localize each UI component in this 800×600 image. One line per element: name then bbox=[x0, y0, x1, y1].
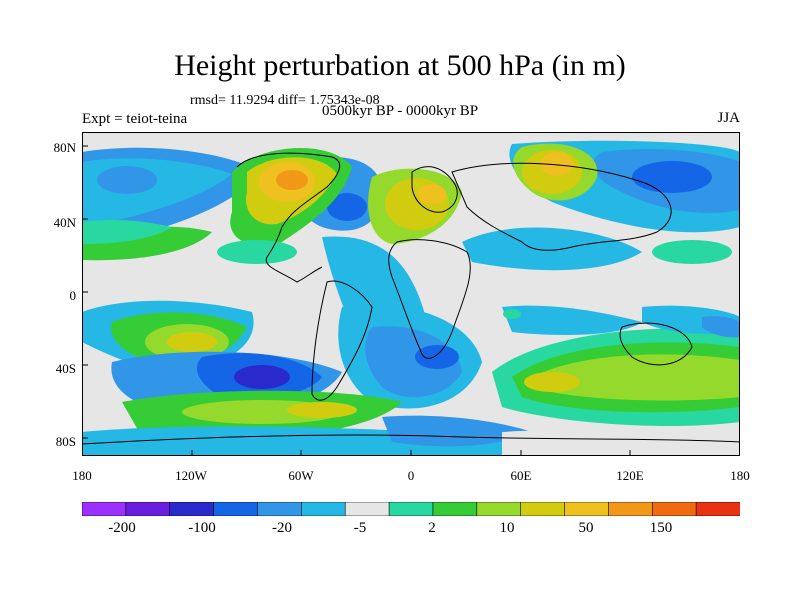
map-panel bbox=[82, 132, 740, 456]
contour-region bbox=[365, 326, 462, 398]
contour-region bbox=[702, 316, 740, 338]
antarctica-coast bbox=[82, 434, 740, 445]
contour-region bbox=[502, 429, 740, 456]
colorbar-swatch bbox=[695, 501, 741, 517]
contour-region bbox=[462, 227, 642, 271]
map-title: Height perturbation at 500 hPa (in m) bbox=[174, 49, 626, 82]
y-tick-label: 80N bbox=[53, 140, 76, 155]
y-tick-label: 40N bbox=[53, 215, 76, 230]
colorbar-swatch bbox=[125, 501, 171, 517]
colorbar-swatch bbox=[520, 501, 566, 517]
colorbar-label: 10 bbox=[499, 520, 515, 536]
colorbar-swatch bbox=[257, 501, 303, 517]
contour-region bbox=[532, 354, 740, 401]
colorbar-label: 150 bbox=[649, 520, 673, 536]
colorbar-label: -200 bbox=[108, 520, 136, 536]
y-tick-label: 0 bbox=[69, 288, 77, 303]
contour-region bbox=[503, 309, 521, 319]
contour-region bbox=[632, 161, 712, 193]
contour-region bbox=[287, 402, 357, 418]
stats-line: rmsd= 11.9294 diff= 1.75343e-08 bbox=[190, 93, 380, 108]
colorbar-label: 2 bbox=[428, 520, 436, 536]
colorbar-swatch bbox=[388, 501, 434, 517]
x-tick-label: 180 bbox=[72, 468, 92, 483]
north-america-coast bbox=[236, 152, 341, 283]
colorbar-swatch bbox=[81, 501, 127, 517]
contour-region bbox=[167, 332, 217, 352]
colorbar-swatch bbox=[169, 501, 215, 517]
colorbar-swatch bbox=[608, 501, 654, 517]
contour-region bbox=[652, 240, 732, 264]
contour-region bbox=[382, 415, 532, 447]
coastline-group bbox=[82, 152, 740, 445]
south-america-coast bbox=[311, 280, 373, 401]
contour-region bbox=[502, 305, 642, 335]
y-tick-label: 80S bbox=[55, 434, 76, 449]
colorbar-label: 50 bbox=[578, 520, 594, 536]
y-tick-label: 40S bbox=[55, 361, 76, 376]
colorbar-label: -5 bbox=[353, 520, 367, 536]
contour-region bbox=[327, 193, 367, 221]
europe-coast bbox=[411, 166, 458, 213]
australia-coast bbox=[619, 322, 693, 366]
contour-map bbox=[82, 132, 740, 456]
colorbar-swatch bbox=[301, 501, 347, 517]
contour-region bbox=[418, 184, 446, 204]
colorbar-swatch bbox=[344, 501, 390, 517]
colorbar bbox=[81, 501, 741, 517]
colorbar-swatch bbox=[651, 501, 697, 517]
contour-region bbox=[217, 240, 297, 264]
x-tick-label: 60W bbox=[288, 468, 314, 483]
africa-coast bbox=[388, 239, 471, 359]
period-label: 0500kyr BP - 0000kyr BP bbox=[322, 103, 479, 119]
tick-marks bbox=[82, 145, 631, 456]
x-tick-label: 60E bbox=[510, 468, 532, 483]
contour-region bbox=[97, 166, 157, 194]
colorbar-swatch bbox=[213, 501, 259, 517]
colorbar-swatch bbox=[476, 501, 522, 517]
contour-region bbox=[415, 345, 459, 369]
contour-region bbox=[82, 219, 172, 244]
colorbar-swatches bbox=[81, 501, 741, 517]
x-tick-label: 180 bbox=[730, 468, 750, 483]
contour-region bbox=[541, 152, 573, 176]
experiment-label: Expt = teiot-teina bbox=[82, 111, 188, 127]
colorbar-label: -100 bbox=[188, 520, 216, 536]
season-label: JJA bbox=[717, 110, 740, 126]
contour-region bbox=[276, 170, 308, 190]
colorbar-swatch bbox=[432, 501, 478, 517]
colorbar-swatch bbox=[564, 501, 610, 517]
x-tick-label: 0 bbox=[407, 468, 415, 483]
asia-coast bbox=[451, 162, 672, 251]
colorbar-label: -20 bbox=[272, 520, 292, 536]
x-tick-label: 120W bbox=[175, 468, 207, 483]
contour-region bbox=[524, 372, 580, 392]
contour-region bbox=[234, 365, 290, 389]
x-tick-label: 120E bbox=[616, 468, 644, 483]
